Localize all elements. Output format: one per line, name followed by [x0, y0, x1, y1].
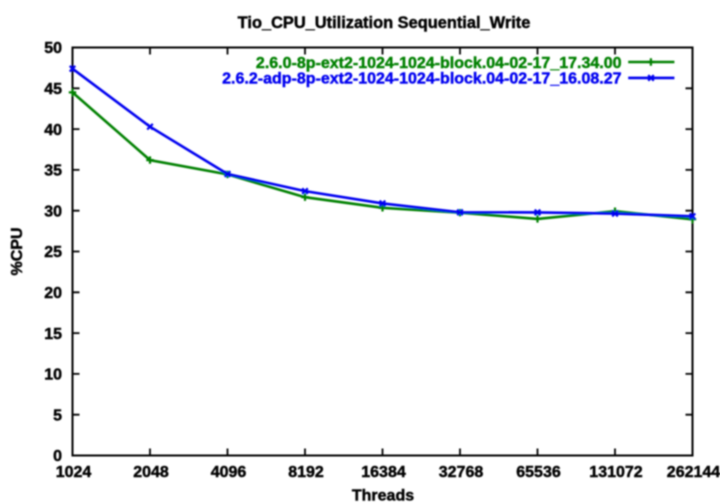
svg-text:15: 15 — [44, 326, 62, 343]
svg-text:65536: 65536 — [516, 464, 561, 481]
svg-text:262144: 262144 — [667, 464, 720, 481]
svg-text:16384: 16384 — [361, 464, 406, 481]
svg-text:5: 5 — [53, 407, 62, 424]
svg-text:25: 25 — [44, 244, 62, 261]
svg-text:0: 0 — [53, 448, 62, 465]
svg-text:45: 45 — [44, 81, 62, 98]
svg-text:%CPU: %CPU — [9, 227, 26, 275]
svg-text:20: 20 — [44, 285, 62, 302]
svg-text:1024: 1024 — [56, 464, 92, 481]
svg-text:4096: 4096 — [211, 464, 247, 481]
svg-text:2.6.2-adp-8p-ext2-1024-1024-bl: 2.6.2-adp-8p-ext2-1024-1024-block.04-02-… — [222, 71, 621, 88]
svg-text:10: 10 — [44, 367, 62, 384]
svg-text:32768: 32768 — [439, 464, 484, 481]
svg-text:35: 35 — [44, 163, 62, 180]
svg-text:50: 50 — [44, 40, 62, 57]
svg-text:2.6.0-8p-ext2-1024-1024-block.: 2.6.0-8p-ext2-1024-1024-block.04-02-17_1… — [256, 55, 622, 72]
svg-text:2048: 2048 — [133, 464, 169, 481]
svg-text:40: 40 — [44, 122, 62, 139]
svg-text:Tio_CPU_Utilization Sequential: Tio_CPU_Utilization Sequential_Write — [238, 14, 531, 32]
svg-text:30: 30 — [44, 203, 62, 220]
svg-text:131072: 131072 — [589, 464, 642, 481]
svg-text:8192: 8192 — [288, 464, 324, 481]
svg-text:Threads: Threads — [352, 487, 414, 504]
